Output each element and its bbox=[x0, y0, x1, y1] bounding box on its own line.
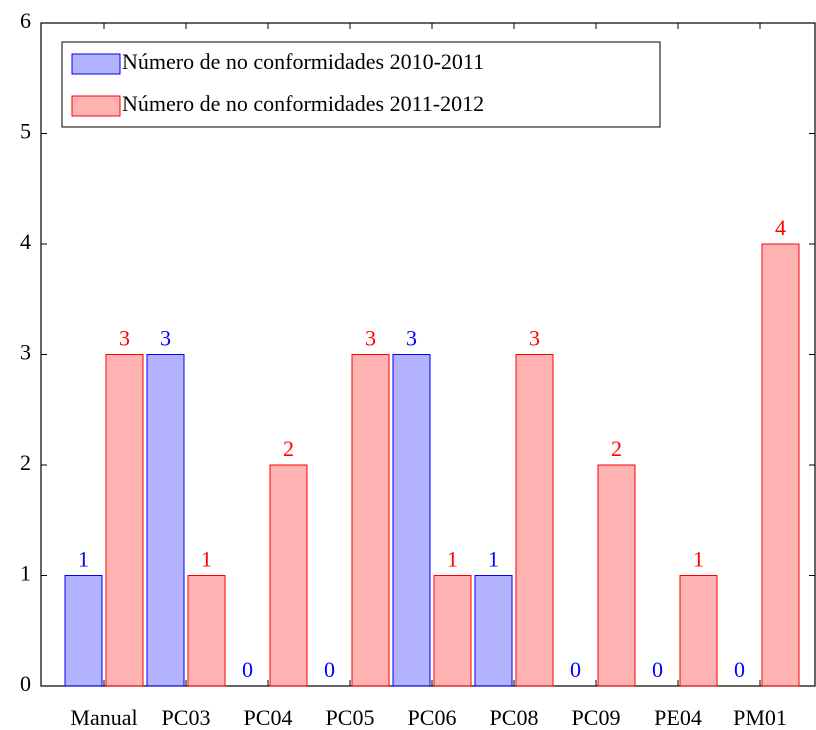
x-tick-label: PC09 bbox=[572, 705, 621, 730]
bar bbox=[187, 575, 226, 687]
x-tick-label: PC05 bbox=[326, 705, 375, 730]
bar bbox=[597, 464, 636, 687]
bar bbox=[64, 575, 103, 687]
bar bbox=[146, 354, 185, 687]
legend-label: Número de no conformidades 2011-2012 bbox=[122, 91, 484, 116]
value-label: 0 bbox=[652, 657, 663, 682]
value-label: 2 bbox=[611, 436, 622, 461]
legend-box bbox=[61, 41, 661, 128]
bar bbox=[392, 354, 431, 687]
legend-swatch bbox=[71, 53, 121, 75]
bar bbox=[761, 243, 800, 687]
bar bbox=[351, 354, 390, 687]
value-label: 1 bbox=[488, 547, 499, 572]
value-label: 3 bbox=[160, 326, 171, 351]
x-tick-label: PC04 bbox=[244, 705, 293, 730]
value-label: 1 bbox=[201, 547, 212, 572]
value-label: 0 bbox=[570, 657, 581, 682]
value-label: 3 bbox=[119, 326, 130, 351]
y-tick-label: 5 bbox=[20, 119, 31, 144]
value-label: 3 bbox=[406, 326, 417, 351]
value-label: 1 bbox=[693, 547, 704, 572]
value-label: 3 bbox=[365, 326, 376, 351]
y-tick-label: 4 bbox=[20, 229, 31, 254]
value-label: 0 bbox=[324, 657, 335, 682]
bar bbox=[515, 354, 554, 687]
value-label: 1 bbox=[78, 547, 89, 572]
bar bbox=[433, 575, 472, 687]
y-tick-label: 1 bbox=[20, 561, 31, 586]
legend-swatch bbox=[71, 95, 121, 117]
x-tick-label: PE04 bbox=[654, 705, 702, 730]
value-label: 4 bbox=[775, 215, 786, 240]
x-tick-label: PC08 bbox=[490, 705, 539, 730]
bar bbox=[679, 575, 718, 687]
y-tick-label: 2 bbox=[20, 450, 31, 475]
value-label: 1 bbox=[447, 547, 458, 572]
y-tick-label: 3 bbox=[20, 340, 31, 365]
bar bbox=[269, 464, 308, 687]
bar bbox=[105, 354, 144, 687]
value-label: 0 bbox=[242, 657, 253, 682]
x-tick-label: Manual bbox=[70, 705, 137, 730]
value-label: 2 bbox=[283, 436, 294, 461]
bar bbox=[474, 575, 513, 687]
value-label: 0 bbox=[734, 657, 745, 682]
x-tick-label: PC06 bbox=[408, 705, 457, 730]
x-tick-label: PC03 bbox=[162, 705, 211, 730]
value-label: 3 bbox=[529, 326, 540, 351]
y-tick-label: 0 bbox=[20, 671, 31, 696]
legend-label: Número de no conformidades 2010-2011 bbox=[122, 49, 484, 74]
x-tick-label: PM01 bbox=[733, 705, 787, 730]
y-tick-label: 6 bbox=[20, 8, 31, 33]
